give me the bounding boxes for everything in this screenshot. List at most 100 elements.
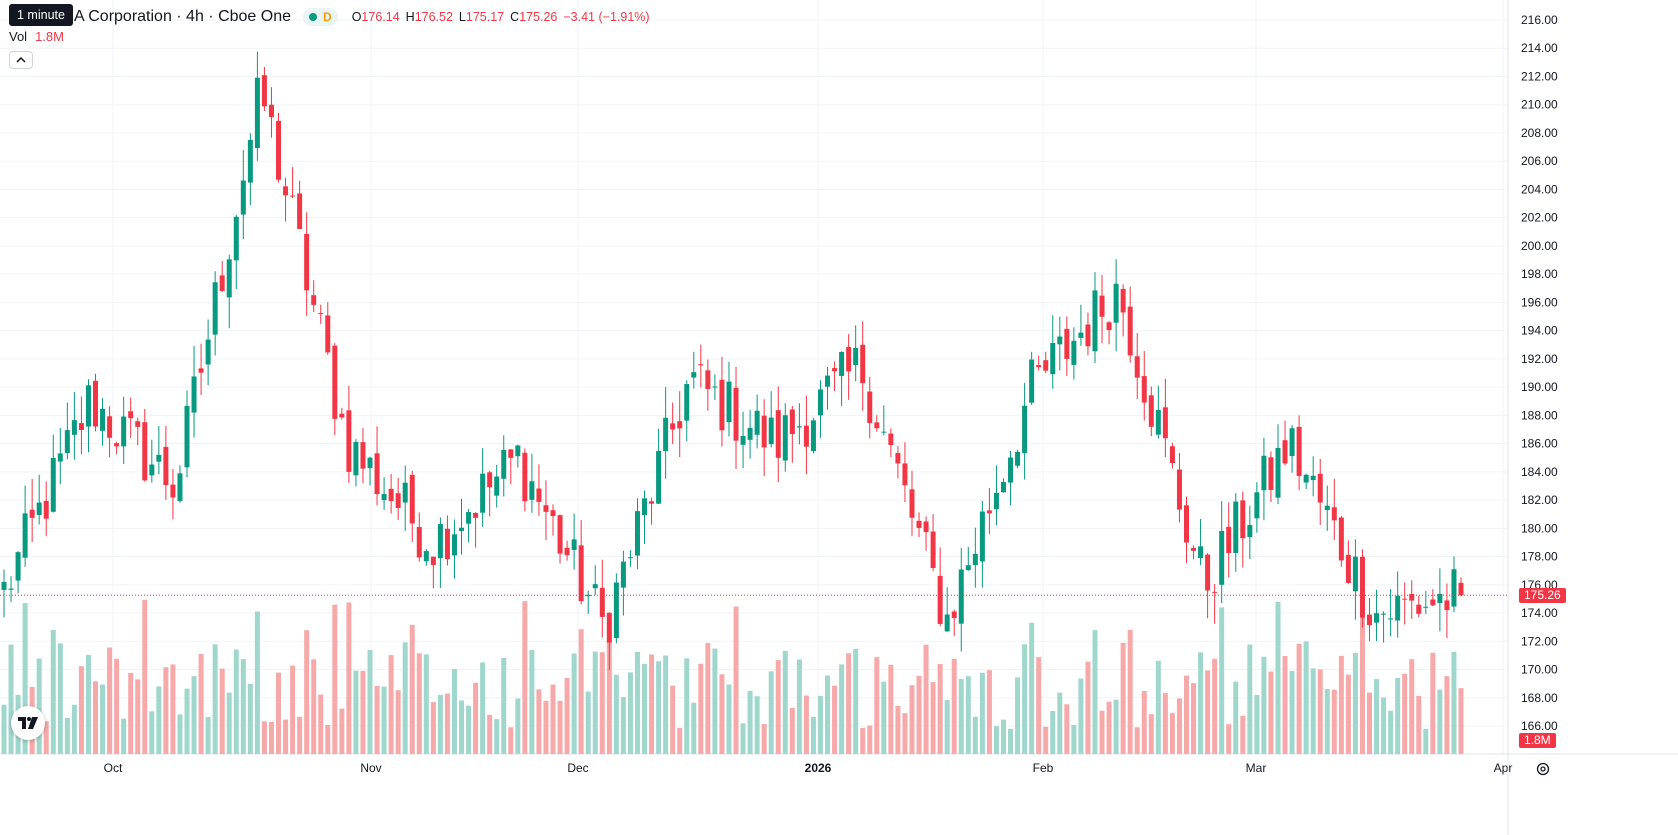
candle-body bbox=[198, 368, 204, 373]
volume-bar bbox=[226, 692, 232, 754]
volume-bar bbox=[1444, 676, 1450, 754]
volume-bar bbox=[832, 685, 838, 754]
candle-body bbox=[1198, 546, 1204, 559]
volume-bar bbox=[796, 659, 802, 754]
volume-bar bbox=[642, 663, 648, 754]
volume-bar bbox=[1395, 677, 1401, 754]
volume-bar bbox=[1134, 727, 1140, 754]
volume-bar bbox=[627, 672, 633, 754]
candle-body bbox=[1176, 469, 1182, 510]
candle-body bbox=[515, 445, 521, 457]
close-label: C bbox=[510, 10, 520, 24]
volume-bar bbox=[416, 653, 422, 754]
y-tick-label: 198.00 bbox=[1521, 267, 1558, 281]
candle-body bbox=[1226, 526, 1232, 554]
candle-body bbox=[402, 482, 408, 503]
candle-body bbox=[733, 387, 739, 441]
volume-bar bbox=[1120, 642, 1126, 754]
volume-bar bbox=[1247, 644, 1253, 754]
candle-body bbox=[1141, 376, 1147, 403]
volume-bar bbox=[276, 672, 282, 754]
delay-badge: D bbox=[323, 10, 332, 24]
volume-bar bbox=[78, 666, 84, 754]
low-value: 175.17 bbox=[465, 10, 505, 24]
candle-body bbox=[1000, 482, 1006, 493]
volume-bar bbox=[1183, 675, 1189, 754]
volume-bar bbox=[536, 689, 542, 754]
candle-body bbox=[121, 416, 127, 447]
collapse-legend-button[interactable] bbox=[9, 51, 33, 69]
volume-bar bbox=[8, 644, 14, 754]
candle-body bbox=[937, 575, 943, 624]
tradingview-logo-icon[interactable] bbox=[11, 706, 45, 740]
volume-bar bbox=[1064, 704, 1070, 754]
candle-body bbox=[430, 556, 436, 565]
volume-bar bbox=[979, 672, 985, 754]
volume-bar bbox=[191, 676, 197, 754]
candle-body bbox=[409, 474, 415, 524]
candle-body bbox=[712, 386, 718, 388]
volume-bar bbox=[304, 630, 310, 754]
candle-body bbox=[339, 413, 345, 418]
candle-body bbox=[395, 493, 401, 509]
market-status-dot-icon bbox=[309, 13, 318, 21]
volume-bar bbox=[198, 654, 204, 754]
candle-body bbox=[1029, 359, 1035, 403]
candle-body bbox=[311, 295, 317, 305]
candle-body bbox=[437, 524, 443, 559]
candle-body bbox=[1120, 288, 1126, 313]
volume-bar bbox=[311, 659, 317, 754]
candle-body bbox=[290, 195, 296, 197]
ohlc-values: O176.14 H176.52 L175.17 C175.26 −3.41 (−… bbox=[352, 10, 650, 24]
volume-bar bbox=[909, 685, 915, 754]
y-tick-label: 174.00 bbox=[1521, 606, 1558, 620]
chevron-up-icon bbox=[16, 56, 26, 63]
candle-body bbox=[1345, 554, 1351, 583]
volume-bar bbox=[986, 670, 992, 754]
candle-body bbox=[930, 531, 936, 569]
chart-settings-button[interactable] bbox=[1532, 758, 1554, 780]
candle-body bbox=[423, 551, 429, 562]
volume-bar bbox=[825, 675, 831, 754]
candles bbox=[1, 51, 1464, 671]
symbol-legend[interactable]: A Corporation · 4h · Cboe One D O176.14 … bbox=[8, 6, 650, 28]
volume-bar bbox=[353, 670, 359, 754]
candle-body bbox=[747, 427, 753, 440]
candle-body bbox=[459, 527, 465, 531]
volume-bar bbox=[290, 665, 296, 754]
volume-bar bbox=[64, 717, 70, 754]
y-tick-label: 184.00 bbox=[1521, 465, 1558, 479]
candle-body bbox=[360, 442, 366, 469]
candle-body bbox=[268, 104, 274, 118]
volume-bar bbox=[423, 654, 429, 754]
volume-bar bbox=[1148, 714, 1154, 754]
y-tick-label: 210.00 bbox=[1521, 98, 1558, 112]
volume-bar bbox=[1085, 661, 1091, 754]
candle-body bbox=[149, 464, 155, 476]
candle-body bbox=[304, 234, 310, 291]
candle-body bbox=[965, 565, 971, 571]
candle-body bbox=[1106, 322, 1112, 331]
candle-body bbox=[1444, 600, 1450, 611]
candle-body bbox=[839, 351, 845, 376]
volume-bar bbox=[1338, 655, 1344, 754]
volume-bar bbox=[810, 716, 816, 754]
change-value: −3.41 (−1.91%) bbox=[563, 10, 650, 24]
candle-body bbox=[494, 476, 500, 496]
symbol-title[interactable]: A Corporation · 4h · Cboe One bbox=[74, 8, 292, 25]
candle-body bbox=[1064, 328, 1070, 359]
volume-legend[interactable]: Vol 1.8M bbox=[9, 29, 64, 44]
market-status[interactable]: D bbox=[303, 8, 338, 26]
candle-body bbox=[1050, 343, 1056, 375]
candle-body bbox=[226, 259, 232, 298]
volume-bar bbox=[1015, 677, 1021, 754]
candle-body bbox=[29, 509, 35, 518]
candle-body bbox=[1043, 360, 1049, 371]
volume-bar bbox=[332, 604, 338, 754]
volume-bar bbox=[1282, 655, 1288, 754]
candle-body bbox=[1430, 599, 1436, 606]
candle-body bbox=[888, 433, 894, 446]
y-tick-label: 206.00 bbox=[1521, 154, 1558, 168]
high-label: H bbox=[405, 10, 415, 24]
